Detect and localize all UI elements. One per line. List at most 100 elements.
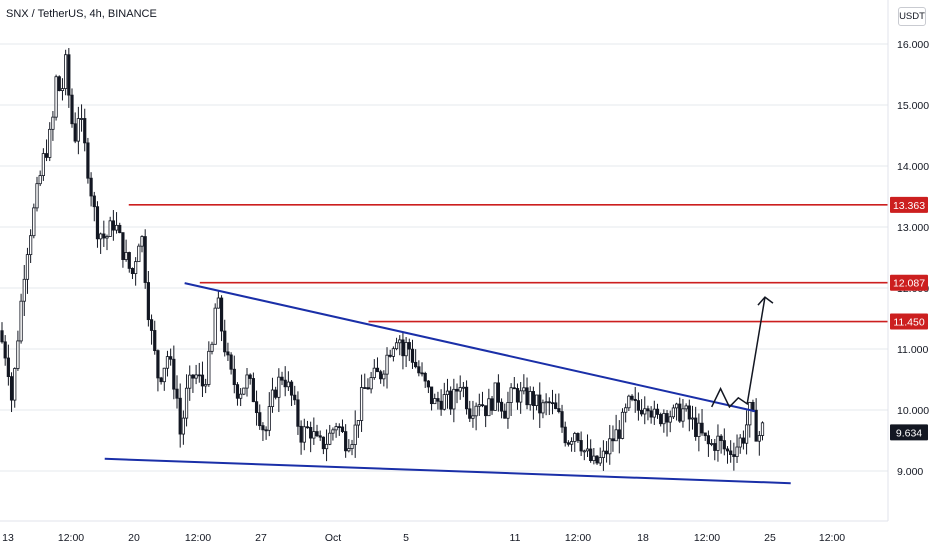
- candle-body: [13, 368, 17, 401]
- candle-body: [124, 252, 128, 260]
- candle-body: [22, 278, 26, 302]
- candle-body: [439, 400, 443, 410]
- candle-body: [681, 408, 685, 422]
- candle-body: [369, 377, 373, 390]
- candle-body: [449, 390, 453, 410]
- price-axis[interactable]: 16.00015.00014.00013.00012.00011.00010.0…: [897, 39, 929, 478]
- candle-body: [569, 441, 574, 445]
- currency-button[interactable]: USDT: [898, 7, 926, 26]
- candle-body: [254, 401, 259, 414]
- candle-body: [426, 380, 430, 388]
- time-axis[interactable]: 13 12:00 20 12:00 27 Oct 5 11 12:00 18 12:00 25 12:0…: [2, 532, 845, 544]
- candle-body: [445, 390, 450, 395]
- candle-body: [738, 437, 742, 448]
- candle-body: [627, 395, 631, 409]
- candle-body: [305, 426, 310, 429]
- candle-body: [67, 54, 71, 96]
- candle-body: [191, 374, 195, 379]
- candle-body: [99, 233, 103, 240]
- candle-body: [385, 354, 389, 375]
- candle-body: [493, 382, 497, 411]
- candle-body: [458, 387, 462, 392]
- candle-body: [375, 367, 380, 373]
- candle-body: [652, 408, 656, 418]
- x-tick-label: 12:00: [185, 532, 211, 544]
- candle-body: [468, 408, 472, 419]
- candle-body: [312, 431, 316, 439]
- y-tick-label: 16.000: [897, 39, 929, 51]
- x-tick-label: 12:00: [565, 532, 591, 544]
- candle-body: [207, 350, 211, 385]
- candle-body: [639, 409, 644, 415]
- candle-body: [0, 330, 4, 343]
- price-tags: 13.363 12.087 11.450 9.634: [890, 196, 928, 441]
- candle-body: [60, 88, 65, 92]
- candle-body: [274, 389, 278, 398]
- candle-body: [296, 399, 300, 427]
- candle-body: [503, 410, 507, 419]
- candle-body: [44, 153, 49, 158]
- candle-body: [89, 177, 93, 197]
- candle-body: [757, 435, 761, 442]
- candle-body: [534, 394, 539, 406]
- candle-body: [379, 371, 383, 380]
- candle-body: [744, 424, 749, 444]
- candle-body: [286, 381, 290, 388]
- candle-body: [226, 351, 230, 356]
- candle-body: [410, 348, 415, 363]
- candle-body: [105, 236, 109, 239]
- candle-body: [716, 435, 720, 451]
- candle-body: [181, 417, 185, 435]
- candle-body: [515, 388, 520, 403]
- candle-body: [404, 342, 408, 357]
- candle-body: [713, 443, 717, 451]
- candle-body: [64, 54, 68, 89]
- candle-body: [407, 342, 411, 350]
- candle-body: [153, 330, 157, 352]
- candle-body: [175, 388, 179, 399]
- candle-body: [146, 282, 150, 321]
- x-tick-label: 27: [255, 532, 267, 544]
- candle-body: [455, 388, 459, 392]
- x-tick-label: 12:00: [58, 532, 84, 544]
- candle-body: [665, 413, 669, 423]
- price-level-tag-label: 12.087: [893, 278, 925, 290]
- candle-body: [25, 254, 30, 280]
- candle-body: [646, 408, 650, 412]
- candle-body: [223, 330, 227, 353]
- y-tick-label: 14.000: [897, 161, 929, 173]
- candle-body: [735, 446, 739, 457]
- candle-body: [499, 401, 504, 412]
- candle-body: [29, 235, 33, 256]
- candle-body: [649, 410, 653, 418]
- current-price-tag-label: 9.634: [896, 427, 922, 439]
- projection-arrowhead: [757, 296, 774, 306]
- candle-body: [169, 356, 173, 360]
- candle-body: [353, 424, 357, 445]
- candle-body: [114, 224, 119, 231]
- candle-body: [417, 366, 421, 374]
- candle-body: [137, 245, 141, 263]
- candle-body: [722, 440, 726, 450]
- candle-body: [210, 343, 214, 352]
- candle-body: [70, 94, 74, 125]
- candle-body: [668, 416, 672, 423]
- candle-body: [204, 384, 208, 387]
- trendline-lower: [104, 457, 791, 485]
- candle-body: [433, 398, 437, 405]
- candle-body: [598, 457, 602, 464]
- candle-body: [86, 142, 90, 179]
- chart-title: SNX / TetherUS, 4h, BINANCE: [6, 8, 157, 20]
- candle-body: [16, 340, 20, 369]
- candle-body: [331, 429, 335, 434]
- projection-arrow: [711, 296, 774, 409]
- candle-body: [595, 455, 599, 464]
- candle-body: [172, 358, 176, 390]
- candle-body: [585, 448, 590, 452]
- candle-body: [229, 354, 233, 370]
- candle-body: [321, 436, 325, 450]
- candle-body: [235, 384, 240, 399]
- candle-body: [111, 220, 115, 231]
- candle-body: [512, 387, 516, 390]
